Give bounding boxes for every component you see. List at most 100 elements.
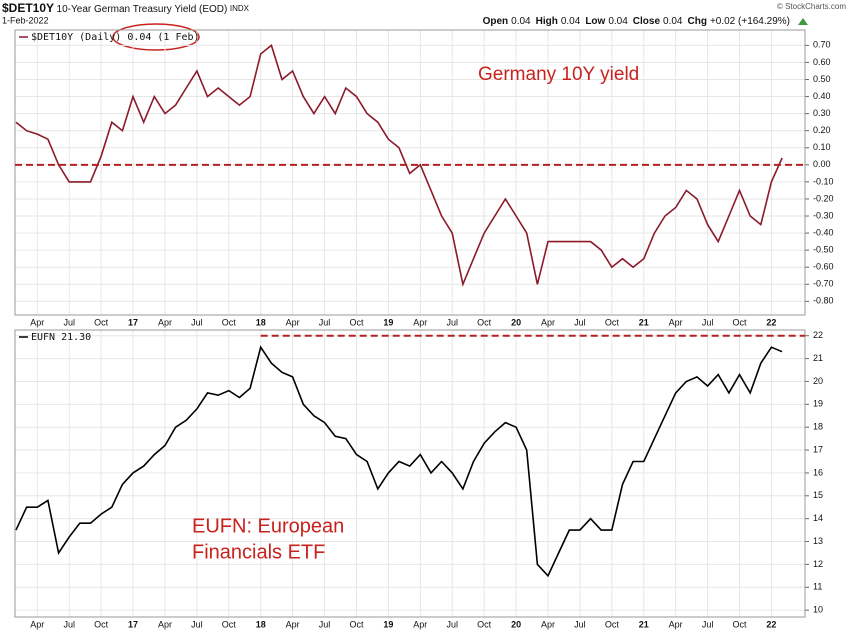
credit: © StockCharts.com (777, 2, 846, 11)
quote-value: 0.04 (561, 16, 581, 27)
y-tick-label: 0.20 (813, 125, 831, 135)
x-tick-label: Oct (605, 317, 620, 327)
quote-label: Chg (687, 16, 706, 27)
x-tick-label: Apr (30, 317, 44, 327)
x-tick-label: Apr (541, 619, 555, 629)
x-tick-label: Apr (30, 619, 44, 629)
y-tick-label: 14 (813, 513, 823, 523)
x-tick-label: Oct (733, 317, 748, 327)
x-tick-label: Oct (349, 317, 364, 327)
x-tick-label: Oct (349, 619, 364, 629)
legend-last: 0.04 (1 Feb) (127, 32, 199, 43)
quote-value: 0.04 (608, 16, 628, 27)
x-tick-label: Jul (191, 619, 203, 629)
x-tick-label: 20 (511, 317, 521, 327)
legend-entry: EUFN 21.30 (31, 332, 91, 343)
x-tick-label: Apr (669, 619, 683, 629)
x-tick-label: Jul (446, 317, 458, 327)
annotation: Financials ETF (192, 541, 325, 563)
header-title: $DET10Y 10-Year German Treasury Yield (E… (2, 1, 250, 15)
x-tick-label: 21 (639, 317, 649, 327)
annotation: EUFN: European (192, 515, 344, 537)
plot-frame (14, 29, 806, 316)
y-tick-label: 0.40 (813, 91, 831, 101)
y-tick-label: -0.20 (813, 193, 834, 203)
symbol: $DET10Y (2, 1, 54, 15)
quote-value: 0.04 (663, 16, 683, 27)
quote-value: +0.02 (+164.29%) (710, 16, 790, 27)
x-tick-label: Jul (702, 317, 714, 327)
exchange: INDX (230, 4, 250, 13)
y-tick-label: 0.30 (813, 108, 831, 118)
x-tick-label: 21 (639, 619, 649, 629)
x-tick-label: 22 (766, 619, 776, 629)
x-tick-label: Oct (94, 619, 109, 629)
y-tick-label: 22 (813, 330, 823, 340)
x-tick-label: 20 (511, 619, 521, 629)
y-tick-label: 12 (813, 559, 823, 569)
x-tick-label: Oct (477, 619, 492, 629)
y-tick-label: -0.10 (813, 176, 834, 186)
x-tick-label: Jul (319, 619, 331, 629)
x-tick-label: Jul (319, 317, 331, 327)
x-tick-label: Oct (222, 619, 237, 629)
x-tick-label: Oct (222, 317, 237, 327)
up-arrow (798, 18, 808, 25)
x-tick-label: 19 (383, 619, 393, 629)
x-tick-label: Apr (413, 619, 427, 629)
x-tick-label: Jul (574, 619, 586, 629)
y-tick-label: 13 (813, 536, 823, 546)
y-tick-label: 10 (813, 605, 823, 615)
y-tick-label: 0.70 (813, 40, 831, 50)
security-name: 10-Year German Treasury Yield (EOD) (57, 4, 228, 15)
x-tick-label: Jul (63, 317, 75, 327)
legend-name: EUFN (31, 332, 55, 343)
x-tick-label: Jul (63, 619, 75, 629)
legend-entry: $DET10Y (Daily) 0.04 (1 Feb) (31, 32, 200, 43)
quote-label: Low (585, 16, 605, 27)
annotation: Germany 10Y yield (478, 64, 639, 85)
y-tick-label: -0.70 (813, 279, 834, 289)
quote-label: Close (633, 16, 661, 27)
x-tick-label: 17 (128, 317, 138, 327)
y-tick-label: 16 (813, 467, 823, 477)
y-tick-label: -0.60 (813, 262, 834, 272)
x-tick-label: 18 (256, 619, 266, 629)
x-tick-label: Apr (158, 619, 172, 629)
x-tick-label: Apr (413, 317, 427, 327)
x-tick-label: Apr (669, 317, 683, 327)
y-tick-label: 11 (813, 582, 822, 592)
x-tick-label: Apr (158, 317, 172, 327)
series-line (15, 44, 783, 288)
x-tick-label: Apr (541, 317, 555, 327)
legend-last: 21.30 (61, 332, 91, 343)
series-line (15, 345, 783, 578)
y-tick-label: 19 (813, 399, 823, 409)
y-tick-label: 21 (813, 353, 823, 363)
y-tick-label: 15 (813, 490, 823, 500)
x-tick-label: Jul (446, 619, 458, 629)
quote: Open 0.04 High 0.04 Low 0.04 Close 0.04 Chg +0.02… (483, 16, 790, 27)
y-tick-label: -0.40 (813, 227, 834, 237)
x-tick-label: Jul (574, 317, 586, 327)
y-tick-label: 18 (813, 422, 823, 432)
x-tick-label: Oct (605, 619, 620, 629)
y-tick-label: 0.60 (813, 57, 831, 67)
x-tick-label: 17 (128, 619, 138, 629)
x-tick-label: Jul (191, 317, 203, 327)
y-tick-label: 0.10 (813, 142, 831, 152)
highlight-ellipse (112, 23, 200, 51)
legend-name: $DET10Y (Daily) (31, 32, 121, 43)
x-tick-label: Oct (94, 317, 109, 327)
y-tick-label: 0.50 (813, 74, 831, 84)
y-tick-label: -0.30 (813, 210, 834, 220)
quote-label: High (536, 16, 558, 27)
x-tick-label: Oct (733, 619, 748, 629)
header-date: 1-Feb-2022 (2, 15, 49, 25)
y-tick-label: 0.00 (813, 159, 831, 169)
x-tick-label: Oct (477, 317, 492, 327)
x-tick-label: 18 (256, 317, 266, 327)
x-tick-label: Apr (286, 619, 300, 629)
quote-label: Open (483, 16, 509, 27)
